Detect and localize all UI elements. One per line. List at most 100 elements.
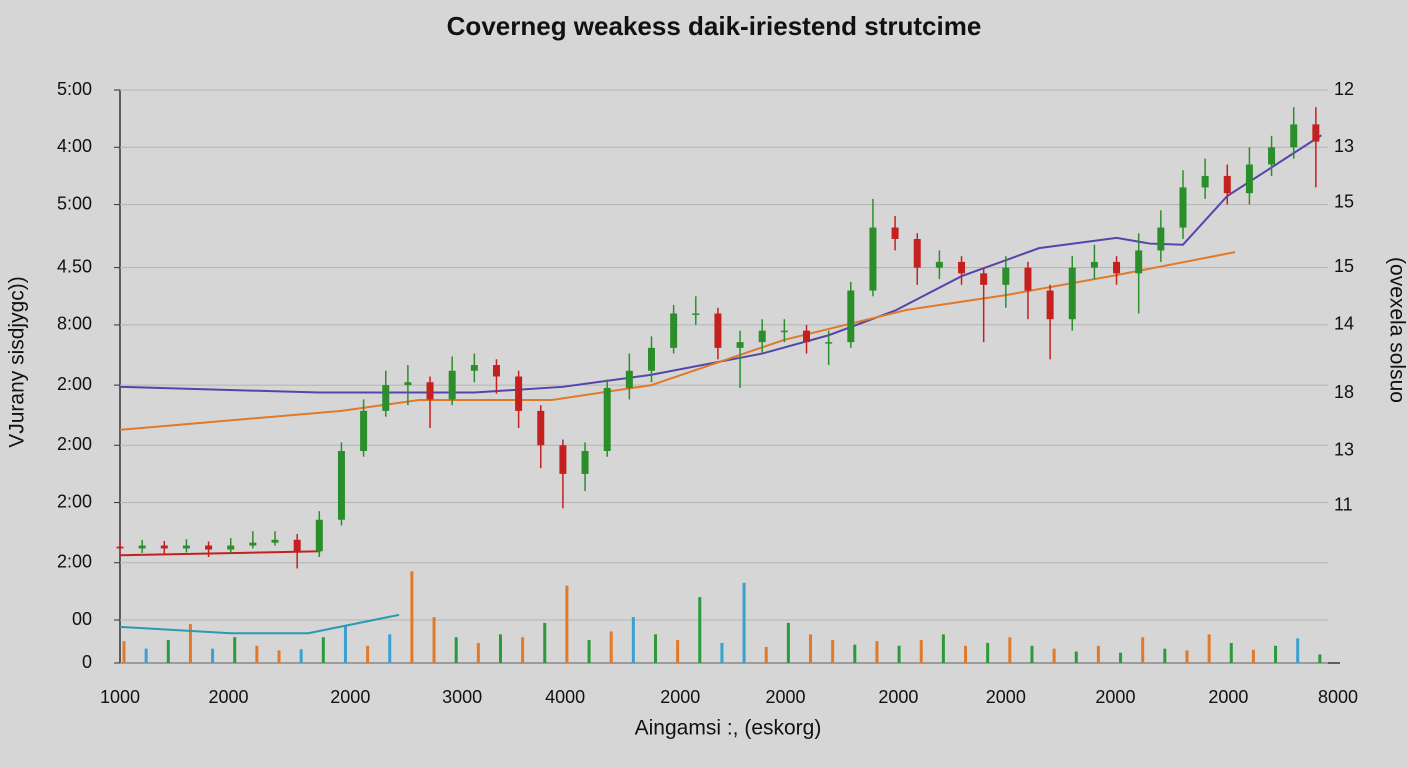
x-tick-label: 2000: [878, 687, 918, 707]
y-tick-label: 2:00: [57, 434, 92, 454]
volume-bar: [653, 634, 657, 663]
candle-body: [803, 330, 811, 343]
candle-body: [714, 313, 722, 348]
candle-body: [869, 227, 877, 291]
y2-tick-label: 15: [1334, 256, 1354, 276]
volume-bar: [277, 650, 281, 663]
y2-tick-label: 13: [1334, 136, 1354, 156]
x-tick-label: 2000: [986, 687, 1026, 707]
volume-bar: [742, 582, 746, 663]
candle-body: [736, 342, 744, 348]
line-series: [119, 613, 400, 635]
y-tick-label: 4:00: [57, 136, 92, 156]
candle-body: [404, 382, 412, 386]
candle-body: [138, 545, 146, 549]
volume-bar: [1163, 648, 1167, 663]
candle-body: [227, 545, 235, 550]
candle-body: [337, 450, 345, 520]
candle-body: [1312, 124, 1320, 142]
candle-body: [1157, 227, 1165, 251]
candle-body: [360, 410, 368, 451]
y2-tick-label: 15: [1334, 192, 1354, 212]
volume-bar: [521, 637, 525, 663]
x-tick-label: 2000: [330, 687, 370, 707]
y-tick-label: 5:00: [57, 193, 92, 213]
x-tick-label: 2000: [1095, 687, 1135, 707]
volume-bar: [609, 631, 613, 663]
volume-bar: [432, 617, 436, 663]
y-tick-label: 2:00: [57, 551, 92, 571]
candle-body: [182, 545, 190, 549]
y2-axis-label: (ovexela solsuo: [1385, 257, 1408, 403]
volume-bar: [543, 622, 547, 663]
volume-bar: [565, 585, 569, 663]
line-series: [119, 251, 1236, 431]
volume-bar: [1096, 645, 1100, 663]
y2-tick-label: 18: [1334, 382, 1354, 402]
candle-body: [1223, 175, 1231, 194]
volume-bar: [410, 571, 414, 663]
volume-bar: [786, 622, 790, 663]
candle-body: [1113, 261, 1121, 274]
candle-body: [692, 313, 700, 315]
x-tick-label: 3000: [442, 687, 482, 707]
candle-body: [116, 546, 124, 549]
candle-body: [426, 382, 434, 400]
y-tick-label: 0: [82, 652, 92, 672]
y2-tick-label: 11: [1334, 495, 1353, 515]
y-tick-label: 2:00: [57, 491, 92, 511]
candle-body: [448, 370, 456, 400]
candle-body: [1024, 267, 1032, 291]
candle-body: [891, 227, 899, 239]
y-tick-label: 4.50: [57, 256, 92, 276]
volume-bar: [1251, 649, 1255, 663]
volume-bar: [1052, 648, 1056, 663]
volume-bar: [941, 634, 945, 663]
candle-body: [670, 313, 678, 348]
volume-bar: [1296, 638, 1300, 663]
candle-body: [382, 385, 390, 411]
volume-bar: [853, 644, 857, 663]
x-axis-label: Aingamsi :, (eskorg): [635, 717, 822, 740]
volume-bar: [964, 645, 968, 663]
volume-bar: [831, 640, 835, 663]
candle-body: [913, 238, 921, 268]
volume-bar: [875, 641, 879, 663]
candle-body: [1268, 147, 1276, 165]
candle-body: [315, 519, 323, 552]
y-tick-label: 00: [72, 609, 92, 629]
candle-body: [559, 445, 567, 474]
volume-bar: [1074, 651, 1078, 663]
candle-body: [492, 365, 500, 377]
volume-bar: [476, 642, 480, 663]
volume-bar: [698, 597, 702, 663]
candle-body: [1179, 187, 1187, 228]
volume-bar: [321, 637, 325, 663]
x-tick-label: 1000: [100, 687, 140, 707]
volume-bar: [587, 640, 591, 663]
candle-body: [160, 545, 168, 549]
volume-bar: [299, 649, 303, 663]
y2-tick-label: 12: [1334, 79, 1354, 99]
candle-body: [537, 410, 545, 446]
volume-bar: [1008, 637, 1012, 663]
volume-bar: [1141, 637, 1145, 663]
volume-bar: [498, 634, 502, 663]
volume-bar: [255, 645, 259, 663]
candle-body: [958, 261, 966, 274]
volume-bar: [676, 640, 680, 663]
y-tick-label: 5:00: [57, 79, 92, 99]
candle-body: [825, 342, 833, 344]
volume-bar: [897, 645, 901, 663]
volume-bar: [166, 640, 170, 663]
candle-body: [515, 376, 523, 411]
candle-body: [1290, 124, 1298, 148]
volume-bar: [454, 637, 458, 663]
y2-tick-label: 14: [1334, 314, 1354, 334]
candle-body: [780, 330, 788, 333]
candle-body: [1046, 290, 1054, 320]
candle-body: [1201, 175, 1209, 188]
candle-body: [935, 261, 943, 268]
candle-body: [1245, 164, 1253, 194]
